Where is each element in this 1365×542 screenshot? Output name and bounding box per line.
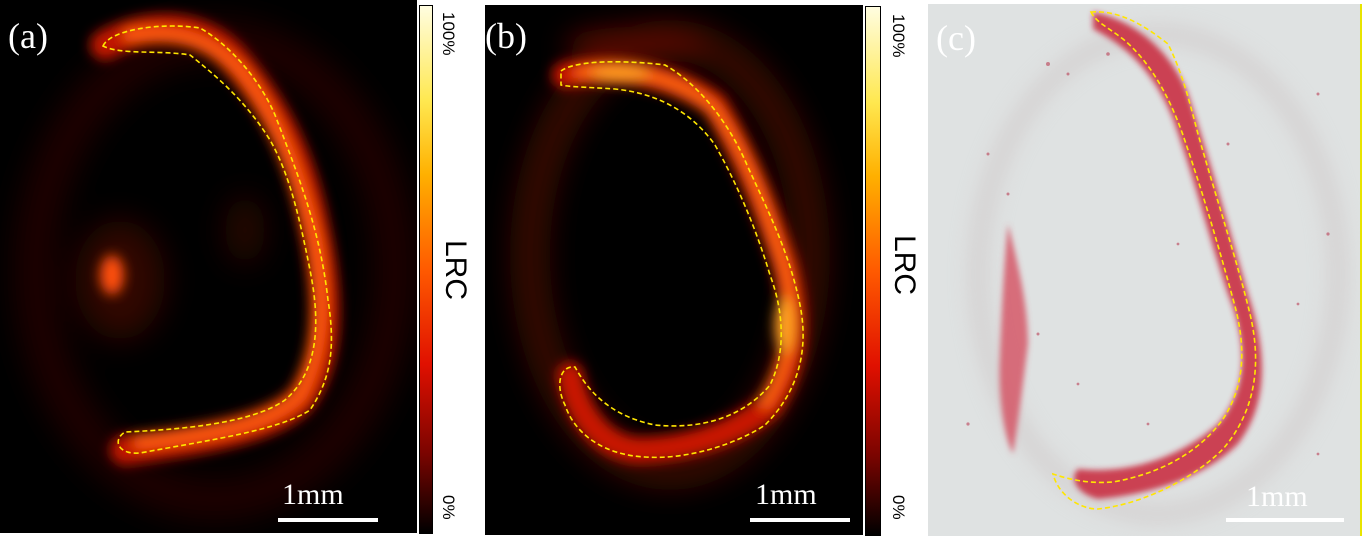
panel-b-colorbar-title: LRC — [888, 235, 921, 296]
panel-b-colorbar-min: 0% — [889, 495, 908, 520]
panel-a-colorbar-min: 0% — [439, 495, 458, 520]
panel-b-label: (b) — [485, 16, 527, 56]
panel-b-image: (b) 1mm — [485, 5, 863, 535]
panel-a-colorbar-max: 100% — [439, 12, 458, 56]
panel-c-outline — [1051, 11, 1257, 510]
panel-a-colorbar — [419, 5, 433, 534]
panel-b-colorbar-max: 100% — [889, 14, 908, 58]
panel-b-colorbar — [865, 6, 881, 536]
panel-a-scale-bar — [278, 518, 378, 522]
panel-b-scale-bar — [750, 518, 850, 522]
panel-b-heatmap — [510, 20, 830, 490]
panel-a-scale-label: 1mm — [282, 478, 344, 511]
panel-c-image: (c) 1mm — [928, 4, 1362, 536]
panel-a-image: (a) 1mm — [0, 0, 417, 533]
panel-a-colorbar-title: LRC — [439, 240, 472, 301]
panel-a-outline — [101, 25, 333, 454]
panel-c-scale-label: 1mm — [1246, 480, 1308, 513]
panel-c-scale-bar — [1226, 518, 1344, 522]
panel-c-histology — [966, 11, 1347, 523]
panel-b-outline — [559, 61, 804, 459]
panel-a-label: (a) — [8, 16, 48, 56]
panel-a-heatmap — [15, 14, 415, 520]
panel-b-scale-label: 1mm — [755, 478, 817, 511]
panel-c-label: (c) — [936, 18, 976, 58]
